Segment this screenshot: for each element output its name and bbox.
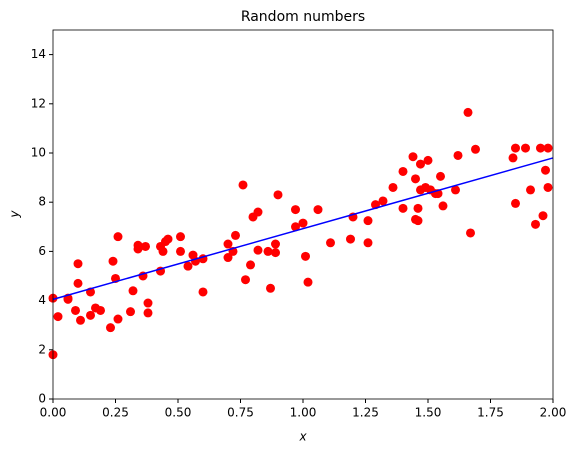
point [301, 251, 310, 261]
point [398, 166, 408, 176]
x-tick-label: 0.75 [227, 406, 254, 420]
y-tick-label: 0 [38, 392, 46, 406]
x-tick-label: 2.00 [540, 406, 567, 420]
point [73, 278, 83, 288]
point [326, 238, 335, 248]
point [271, 239, 280, 249]
point [108, 256, 118, 266]
point [113, 232, 123, 242]
point [511, 198, 520, 208]
point [378, 196, 388, 206]
point [183, 261, 193, 271]
point [531, 219, 540, 229]
point [246, 260, 255, 270]
x-tick-label: 1.50 [415, 406, 442, 420]
point [536, 143, 545, 153]
point [176, 246, 185, 256]
point [231, 230, 240, 240]
point [223, 253, 233, 263]
chart-title: Random numbers [241, 9, 365, 25]
point [126, 307, 135, 317]
fit-line [52, 157, 554, 301]
point [271, 248, 280, 258]
point [413, 203, 423, 213]
point [413, 216, 423, 226]
point [238, 180, 248, 190]
point [253, 207, 263, 217]
point [133, 244, 143, 254]
point [416, 159, 425, 169]
point [303, 277, 313, 287]
point [423, 155, 433, 165]
y-tick-label: 6 [38, 244, 46, 258]
y-tick-label: 8 [38, 195, 46, 209]
point [511, 143, 520, 153]
point [438, 201, 448, 211]
y-axis-label: y [8, 210, 22, 219]
y-tick-label: 4 [38, 293, 46, 307]
point [143, 308, 153, 318]
point [86, 310, 95, 320]
x-tick-label: 1.25 [352, 406, 379, 420]
point [363, 238, 373, 248]
point [363, 216, 373, 226]
x-tick-label: 1.00 [290, 406, 317, 420]
y-tick-label: 14 [31, 47, 46, 61]
point [466, 228, 475, 238]
point [521, 143, 530, 153]
x-tick-label: 0.25 [102, 406, 129, 420]
point [241, 275, 250, 285]
point [291, 205, 300, 215]
point [163, 234, 173, 244]
point [313, 205, 323, 215]
point [408, 152, 418, 162]
y-tick-label: 2 [38, 342, 46, 356]
point [526, 185, 535, 195]
point [106, 323, 115, 333]
point [96, 305, 105, 315]
point [253, 245, 263, 255]
point [463, 107, 473, 117]
point [113, 314, 123, 324]
point [273, 190, 283, 200]
point [411, 174, 420, 184]
point [471, 144, 480, 154]
point [291, 222, 300, 232]
point [266, 283, 275, 293]
point [451, 185, 460, 195]
point [543, 182, 553, 192]
point [143, 298, 153, 308]
point [223, 239, 233, 249]
point [71, 305, 80, 315]
point [398, 203, 408, 213]
point [541, 165, 550, 175]
point [436, 171, 445, 181]
point [263, 246, 273, 256]
x-tick-label: 0.00 [40, 406, 67, 420]
point [543, 143, 553, 153]
point [508, 153, 518, 163]
point [453, 150, 463, 160]
point [158, 246, 168, 256]
x-tick-label: 0.50 [165, 406, 192, 420]
point [128, 286, 138, 296]
point [141, 241, 150, 251]
point [198, 287, 208, 297]
point [73, 259, 83, 269]
point [388, 182, 398, 192]
point [53, 312, 63, 322]
y-tick-label: 12 [31, 96, 46, 110]
y-tick-label: 10 [31, 146, 46, 160]
axes-frame [52, 29, 554, 400]
x-tick-label: 1.75 [477, 406, 504, 420]
point [176, 232, 185, 242]
point [538, 211, 548, 221]
point [346, 234, 355, 244]
point [298, 218, 308, 228]
point [76, 315, 85, 325]
x-axis-label: x [298, 430, 307, 444]
